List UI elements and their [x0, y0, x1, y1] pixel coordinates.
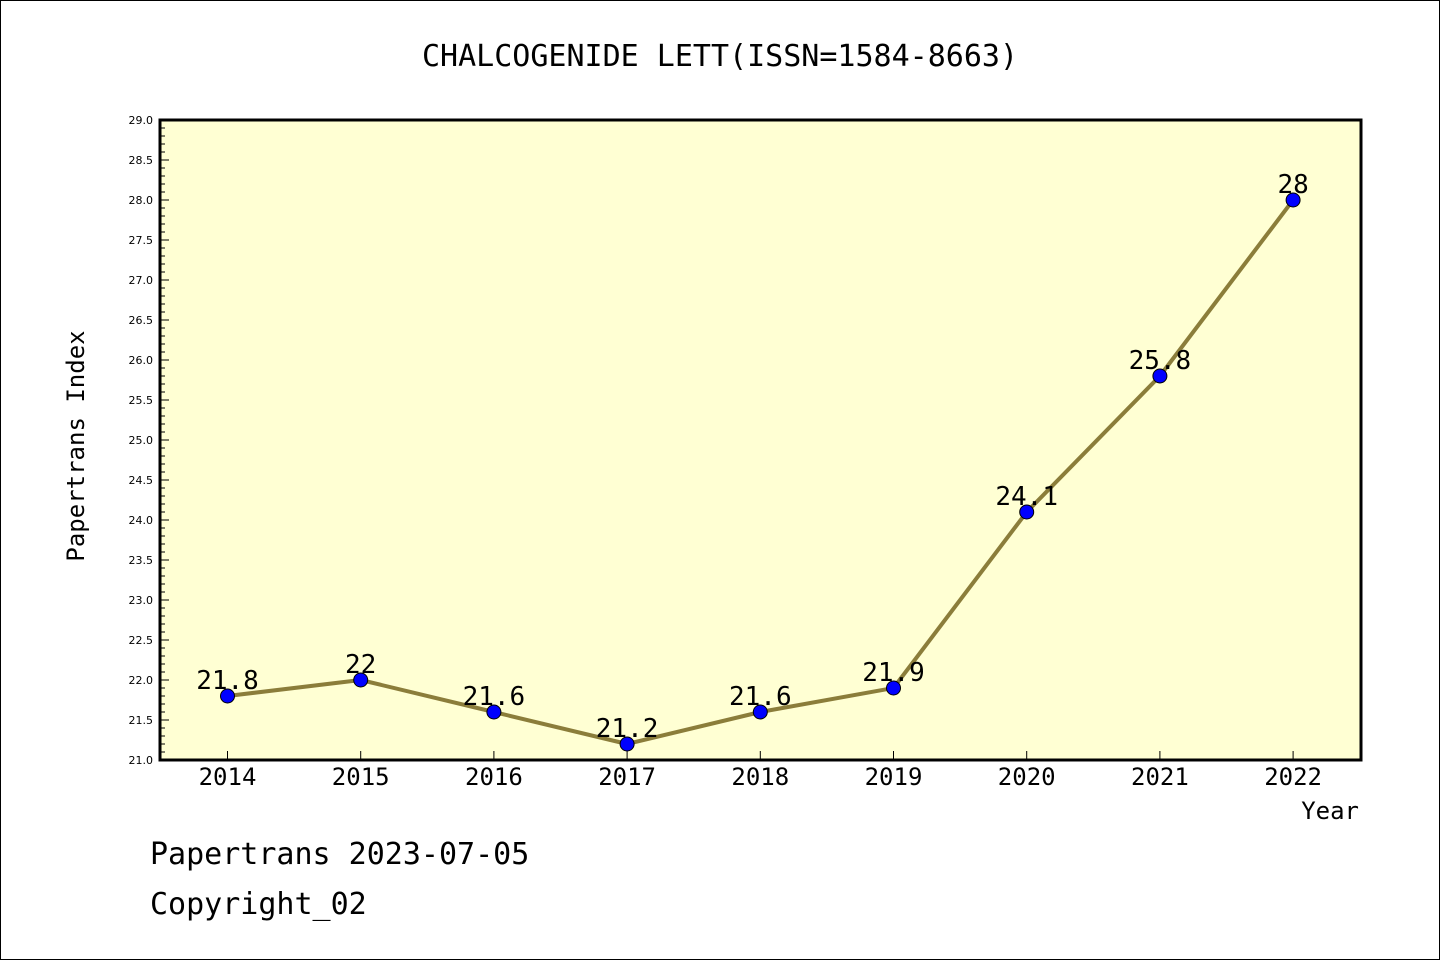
plot-area — [158, 118, 1363, 762]
y-tick-label: 26.5 — [129, 314, 154, 327]
chart-title: CHALCOGENIDE LETT(ISSN=1584-8663) — [422, 39, 1018, 74]
x-tick-label: 2015 — [332, 763, 390, 791]
data-label: 25.8 — [1129, 346, 1192, 376]
x-tick-label: 2014 — [199, 763, 257, 791]
x-tick-label: 2021 — [1131, 763, 1189, 791]
data-label: 21.8 — [196, 666, 259, 696]
y-tick-label: 25.5 — [129, 394, 154, 407]
x-tick-label: 2019 — [865, 763, 923, 791]
series: 21.8 22 21.6 21.2 21.6 21.9 24.1 25.8 28 — [196, 170, 1309, 752]
data-point — [220, 688, 235, 704]
data-point — [886, 680, 901, 696]
y-tick-label: 21.0 — [129, 754, 154, 767]
y-tick-label: 22.5 — [129, 634, 154, 647]
y-tick-label: 24.5 — [129, 474, 154, 487]
x-tick-label: 2017 — [598, 763, 656, 791]
x-tick-label: 2022 — [1264, 763, 1322, 791]
y-tick-label: 27.0 — [129, 274, 154, 287]
data-point — [752, 704, 768, 720]
y-axis-label: Papertrans Index — [62, 330, 90, 561]
data-label: 21.2 — [596, 714, 659, 744]
footer-copyright: Copyright_02 — [150, 887, 367, 922]
data-label: 21.6 — [729, 682, 792, 712]
data-label: 24.1 — [995, 482, 1058, 512]
y-tick-label: 29.0 — [129, 114, 154, 127]
data-point — [619, 736, 635, 752]
y-tick-label: 28.5 — [129, 154, 154, 167]
y-tick-label: 22.0 — [129, 674, 154, 687]
data-label: 21.9 — [862, 658, 925, 688]
data-point — [1152, 368, 1168, 384]
y-tick-label: 28.0 — [129, 194, 154, 207]
x-axis: 2014 2015 2016 2017 2018 2019 2020 2021 2022 — [199, 751, 1322, 791]
y-tick-label: 27.5 — [129, 234, 154, 247]
x-axis-label: Year — [1301, 797, 1359, 825]
x-tick-label: 2016 — [465, 763, 523, 791]
x-tick-label: 2018 — [731, 763, 789, 791]
y-tick-label: 23.0 — [129, 594, 154, 607]
data-label: 21.6 — [463, 682, 526, 712]
data-point — [1019, 504, 1035, 520]
data-point — [1285, 192, 1301, 208]
x-tick-label: 2020 — [998, 763, 1056, 791]
data-label: 22 — [345, 650, 376, 680]
y-tick-label: 26.0 — [129, 354, 154, 367]
y-tick-label: 24.0 — [129, 514, 154, 527]
y-tick-label: 23.5 — [129, 554, 154, 567]
data-point — [353, 672, 369, 688]
footer-date: Papertrans 2023-07-05 — [150, 837, 529, 872]
data-point — [486, 704, 502, 720]
data-label: 28 — [1277, 170, 1308, 200]
y-tick-label: 25.0 — [129, 434, 154, 447]
y-tick-label: 21.5 — [129, 714, 154, 727]
y-axis: 21.0 21.5 22.0 22.5 23.0 23.5 24.0 24.5 25.0 25.5… — [129, 114, 169, 767]
